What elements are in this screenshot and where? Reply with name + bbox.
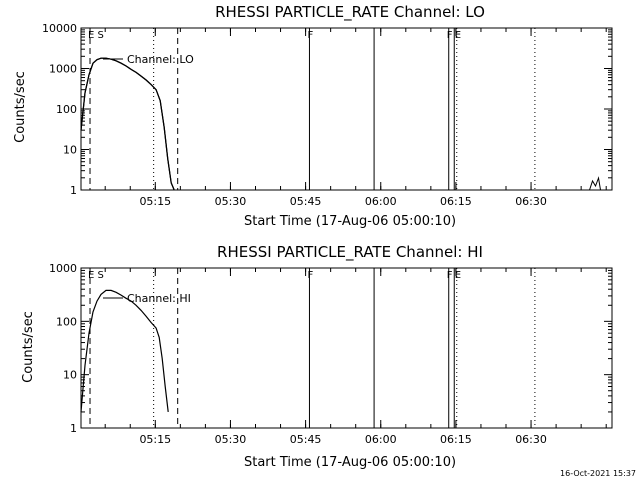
panel2-axes-frame: [80, 267, 613, 429]
panel2-ytick-label: 100: [56, 315, 77, 328]
panel1-ytick-label: 10000: [42, 22, 77, 35]
panel1-xlabel: Start Time (17-Aug-06 05:00:10): [244, 214, 456, 229]
panel2-xtick-label: 06:30: [515, 433, 547, 446]
panel1-ytick-label: 100: [56, 103, 77, 116]
panel2-ytick-label: 1000: [49, 262, 77, 275]
panel1-trailing-spike: [589, 176, 602, 191]
panel1-xtick-label: 05:30: [215, 195, 247, 208]
panel2-ytick-label: 10: [63, 369, 77, 382]
panel1-series-line: [80, 57, 175, 191]
panel2-xtick-label: 06:00: [365, 433, 397, 446]
panel1-plot: 1 10 100 1000 10000 05:15 05:30 05:45 06:00 06:15…: [42, 22, 613, 208]
panel2-ylabel: Counts/sec: [21, 311, 36, 383]
panel2-title: RHESSI PARTICLE_RATE Channel: HI: [217, 243, 483, 262]
panel2-xtick-label: 05:15: [139, 433, 171, 446]
panel2-legend-label: Channel: HI: [127, 292, 191, 305]
panel1-ytick-label: 1: [70, 184, 77, 197]
panel1-xtick-label: 06:30: [515, 195, 547, 208]
panel2-xtick-label: 05:45: [290, 433, 322, 446]
panel1-xtick-label: 05:45: [290, 195, 322, 208]
panel1-event-label: F: [447, 30, 453, 41]
panel1-legend-label: Channel: LO: [127, 53, 194, 66]
panel2-xtick-label: 06:15: [440, 433, 472, 446]
panel2-xlabel: Start Time (17-Aug-06 05:00:10): [244, 455, 456, 470]
panel1-xtick-label: 06:00: [365, 195, 397, 208]
panel1-event-label: E S: [88, 30, 104, 41]
footer-timestamp: 16-Oct-2021 15:37: [560, 469, 636, 478]
panel1-series-line: [80, 57, 175, 191]
panel1-xtick-label: 06:15: [440, 195, 472, 208]
panel1-event-label: F: [307, 30, 313, 41]
panel1-ytick-label: 10: [63, 144, 77, 157]
panel1-ytick-label: 1000: [49, 63, 77, 76]
panel1-ylabel: Counts/sec: [13, 71, 28, 143]
panel1-title: RHESSI PARTICLE_RATE Channel: LO: [215, 3, 485, 22]
panel2-event-label: E S: [88, 270, 104, 281]
panel1-event-label: E: [455, 30, 461, 41]
panel2-ytick-label: 1: [70, 422, 77, 435]
panel2-event-label: F: [307, 270, 313, 281]
panel2-xtick-label: 05:30: [215, 433, 247, 446]
panel2-series-line: [80, 289, 169, 412]
panel2-event-label: E: [455, 270, 461, 281]
panel1-xtick-label: 05:15: [139, 195, 171, 208]
panel2-event-label: F: [447, 270, 453, 281]
panel2-plot: 1 10 100 1000 05:15 05:30 05:45 06:00 06:15 06:30…: [49, 262, 613, 446]
